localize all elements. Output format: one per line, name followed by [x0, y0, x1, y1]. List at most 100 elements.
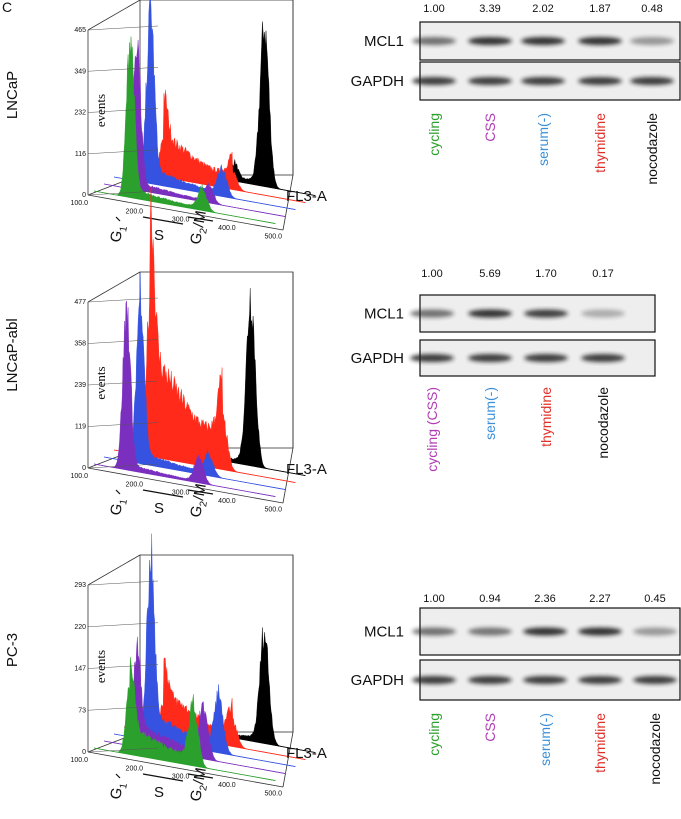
y-axis-label: events: [93, 366, 108, 399]
x-tick-label: 500.0: [264, 790, 282, 797]
x-tick-label: 400.0: [218, 225, 236, 232]
x-axis: [87, 467, 284, 504]
quant-value: 0.17: [592, 268, 613, 280]
y-tick-label: 0: [82, 192, 86, 199]
y-tick-line: [87, 380, 159, 386]
band-label: GAPDH: [351, 350, 404, 367]
y-axis-label: events: [93, 650, 108, 683]
blot-band: [468, 354, 512, 362]
band-label: GAPDH: [351, 73, 404, 90]
phase-text: G: [187, 231, 206, 245]
blot-band: [468, 309, 512, 318]
y-tick-line: [87, 706, 159, 711]
lane-label: serum(-): [482, 387, 498, 440]
y-tick-line: [87, 463, 159, 469]
phase-bar: [187, 489, 214, 495]
phase-label: G2/M: [187, 209, 213, 246]
x-axis-label: FL3-A: [286, 188, 327, 205]
y-tick-line: [87, 297, 159, 303]
quant-value: 2.36: [534, 593, 555, 605]
lane-label: thymidine: [592, 713, 608, 773]
x-tick-label: 300.0: [172, 217, 190, 224]
quant-value: 2.02: [532, 3, 553, 15]
blot-band: [578, 37, 622, 45]
blot-band: [521, 77, 565, 85]
trace-baseline: [93, 747, 276, 781]
plot-edge: [87, 271, 141, 303]
phase-label: S: [154, 227, 164, 244]
blot-band: [633, 627, 677, 636]
quant-value: 5.69: [479, 268, 500, 280]
phase-bar: [187, 216, 214, 222]
phase-text: S: [154, 227, 164, 244]
blot-band: [412, 37, 456, 45]
panel-label: C: [2, 0, 12, 15]
quant-value: 1.00: [421, 268, 442, 280]
quant-value: 0.48: [641, 3, 662, 15]
phase-text: S: [154, 500, 164, 517]
phase-bar: [115, 489, 121, 495]
x-tick-label: 100.0: [70, 473, 88, 480]
x-tick-label: 200.0: [126, 481, 144, 488]
y-tick-line: [87, 580, 159, 586]
y-tick-label: 119: [75, 424, 86, 431]
plot-edge: [282, 174, 294, 231]
y-tick-line: [87, 149, 159, 154]
y-tick-line: [87, 422, 159, 427]
quant-value: 0.45: [644, 593, 665, 605]
quant-value: 1.00: [423, 593, 444, 605]
y-tick-line: [87, 664, 159, 669]
blot-band: [524, 309, 568, 318]
x-tick-label: 500.0: [264, 233, 282, 240]
phase-rest: /M: [190, 482, 210, 501]
y-tick-line: [87, 108, 159, 113]
blot-band: [630, 77, 674, 85]
y-axis-label: events: [93, 94, 108, 127]
phase-text: G: [187, 788, 206, 802]
y-tick-label: 349: [74, 68, 86, 75]
trace-baseline: [93, 463, 276, 497]
y-tick-line: [87, 747, 159, 753]
phase-rest: /M: [190, 766, 210, 785]
phase-sub: 1: [118, 782, 130, 790]
y-tick-label: 220: [74, 624, 86, 631]
y-tick-label: 477: [74, 299, 86, 306]
y-tick-label: 465: [74, 27, 86, 34]
phase-rest: /M: [190, 209, 210, 228]
lane-label: serum(-): [535, 113, 551, 166]
blot-band: [468, 37, 512, 45]
band-label: MCL1: [364, 33, 404, 50]
phase-label: G1: [107, 496, 130, 517]
y-tick-label: 239: [74, 382, 86, 389]
trace-baseline: [93, 190, 276, 224]
phase-sub: 1: [118, 225, 130, 233]
blot-band: [412, 77, 456, 85]
phase-sub: 2: [198, 227, 210, 235]
blot-band: [578, 676, 622, 684]
lane-label: serum(-): [537, 713, 553, 766]
x-tick-label: 300.0: [172, 774, 190, 781]
blot-band: [524, 354, 568, 362]
y-tick-label: 293: [74, 582, 86, 589]
blot-band: [468, 627, 512, 636]
x-tick-label: 200.0: [126, 765, 144, 772]
blot-band: [581, 354, 625, 362]
y-tick-line: [87, 339, 159, 344]
cell-line-label: PC-3: [4, 633, 21, 667]
quant-value: 1.87: [589, 3, 610, 15]
y-tick-label: 232: [74, 110, 86, 117]
plot-edge: [282, 731, 294, 788]
blot-band: [410, 354, 454, 362]
x-tick-label: 400.0: [218, 498, 236, 505]
blot-band: [633, 676, 677, 684]
x-axis-label: FL3-A: [286, 461, 327, 478]
phase-label: S: [154, 500, 164, 517]
phase-bar: [142, 216, 184, 225]
band-label: GAPDH: [351, 672, 404, 689]
y-tick-line: [87, 67, 159, 72]
y-tick-line: [87, 622, 159, 627]
phase-sub: 1: [118, 498, 130, 506]
quant-value: 0.94: [479, 593, 500, 605]
